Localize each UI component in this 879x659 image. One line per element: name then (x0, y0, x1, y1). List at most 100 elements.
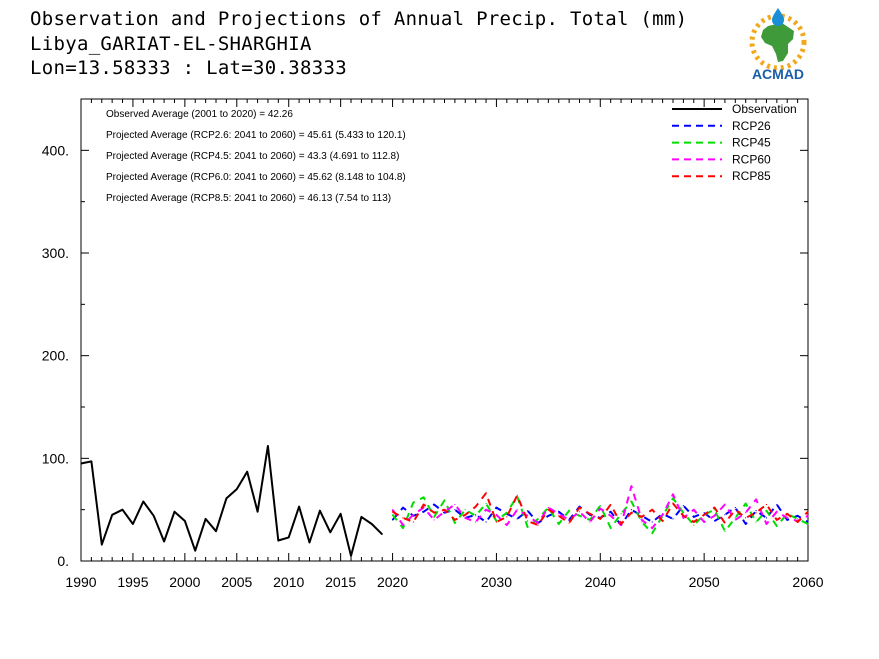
data-point-rcp26 (547, 515, 549, 517)
y-tick-label: 300. (42, 245, 69, 261)
data-point-rcp45 (558, 523, 560, 525)
data-point-observation (163, 540, 165, 543)
data-point-rcp45 (464, 509, 466, 511)
data-point-observation (153, 515, 155, 517)
data-point-observation (142, 500, 144, 503)
data-point-rcp60 (526, 515, 529, 517)
data-point-rcp26 (797, 515, 799, 517)
data-point-rcp26 (610, 511, 612, 513)
data-point-rcp60 (537, 522, 539, 524)
data-point-rcp26 (402, 507, 404, 509)
data-point-rcp85 (682, 515, 684, 517)
data-point-rcp85 (765, 503, 768, 506)
data-point-rcp26 (765, 517, 768, 519)
data-point-rcp85 (526, 520, 529, 522)
data-point-rcp60 (454, 503, 456, 506)
data-point-rcp26 (475, 514, 477, 516)
x-tick-label: 2020 (377, 574, 408, 590)
data-point-observation (350, 555, 352, 557)
data-point-rcp85 (495, 521, 498, 523)
data-point-rcp60 (402, 524, 404, 526)
data-point-rcp45 (485, 502, 487, 505)
x-tick-label: 1995 (117, 574, 148, 590)
data-point-rcp45 (797, 518, 799, 520)
data-point-rcp85 (724, 522, 726, 524)
legend-label-rcp60: RCP60 (732, 152, 771, 166)
data-point-observation (288, 536, 290, 538)
data-point-rcp45 (391, 514, 394, 516)
data-point-rcp45 (433, 516, 435, 518)
data-point-observation (340, 513, 342, 515)
data-point-rcp26 (516, 518, 518, 520)
data-point-rcp60 (734, 519, 736, 521)
data-point-rcp60 (807, 515, 809, 517)
data-point-observation (194, 550, 196, 552)
plot-frame (80, 98, 809, 562)
data-point-observation (225, 497, 227, 499)
data-point-rcp45 (443, 499, 446, 502)
data-point-observation (277, 539, 279, 542)
data-point-rcp60 (786, 517, 788, 519)
data-point-rcp45 (475, 515, 477, 517)
y-tick-label: 0. (57, 553, 69, 569)
stat-line: Observed Average (2001 to 2020) = 42.26 (106, 109, 293, 120)
data-point-rcp45 (454, 522, 456, 524)
chart-title: Observation and Projections of Annual Pr… (30, 8, 688, 30)
data-point-rcp85 (464, 514, 466, 516)
data-point-observation (121, 509, 124, 511)
data-point-observation (371, 523, 373, 525)
data-point-rcp45 (734, 517, 736, 519)
data-point-rcp45 (423, 496, 425, 498)
data-point-rcp26 (755, 510, 757, 512)
data-point-rcp45 (599, 504, 601, 507)
data-point-rcp60 (641, 519, 643, 521)
data-point-observation (205, 518, 207, 520)
data-point-rcp45 (620, 513, 622, 515)
data-point-rcp60 (651, 527, 653, 529)
data-point-observation (329, 531, 331, 533)
data-point-rcp26 (786, 519, 788, 521)
data-point-rcp85 (713, 507, 716, 509)
data-point-rcp60 (610, 515, 612, 517)
data-point-rcp26 (745, 523, 747, 525)
data-point-observation (215, 530, 217, 532)
data-point-observation (267, 445, 269, 447)
x-tick-label: 2040 (585, 574, 616, 590)
data-point-observation (80, 462, 82, 465)
data-point-rcp85 (475, 505, 477, 508)
data-point-rcp85 (620, 523, 622, 525)
data-point-rcp85 (412, 521, 414, 523)
data-point-rcp85 (662, 520, 664, 522)
x-tick-label: 2005 (221, 574, 252, 590)
data-point-rcp26 (703, 512, 705, 514)
legend-label-rcp85: RCP85 (732, 169, 771, 183)
x-tick-label: 2030 (481, 574, 512, 590)
data-point-rcp85 (506, 516, 508, 518)
data-point-rcp26 (672, 518, 674, 520)
data-point-observation (319, 510, 321, 512)
data-point-rcp85 (776, 519, 778, 521)
data-point-rcp60 (693, 509, 695, 511)
data-point-observation (101, 543, 103, 546)
data-point-rcp45 (568, 510, 570, 512)
data-point-rcp45 (506, 512, 508, 514)
data-point-rcp45 (402, 527, 404, 529)
legend: Observation RCP26 RCP45 RCP60 RCP85 (672, 102, 797, 183)
data-point-rcp26 (630, 509, 633, 511)
data-point-rcp85 (391, 511, 394, 513)
data-point-observation (246, 471, 248, 473)
x-tick-label: 2060 (792, 574, 823, 590)
data-point-rcp60 (713, 515, 716, 517)
data-point-rcp60 (724, 503, 726, 506)
data-point-rcp60 (433, 519, 435, 521)
y-tick-label: 200. (42, 348, 69, 364)
data-point-observation (132, 523, 134, 525)
data-point-rcp60 (682, 517, 684, 519)
data-point-rcp85 (630, 512, 633, 514)
data-point-rcp45 (745, 502, 747, 505)
data-point-rcp26 (443, 512, 446, 514)
logo-text: ACMAD (752, 66, 804, 82)
data-point-observation (90, 460, 92, 463)
stat-line: Projected Average (RCP2.6: 2041 to 2060)… (106, 130, 406, 141)
